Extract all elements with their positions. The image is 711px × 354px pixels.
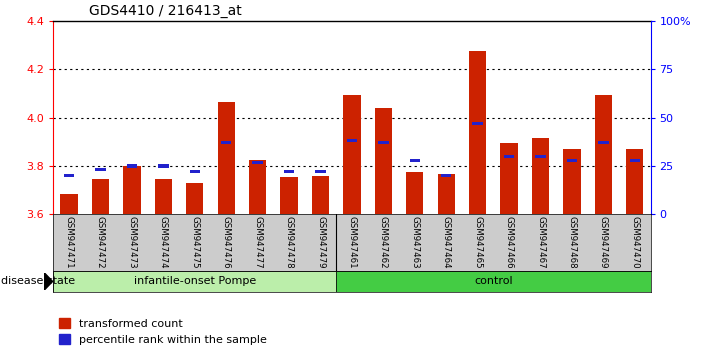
Bar (95, 168, 106, 171)
Bar (64, 174, 74, 177)
Bar (595, 95, 612, 214)
Bar (92, 179, 109, 214)
Bar (626, 149, 643, 214)
Text: GSM947478: GSM947478 (284, 216, 294, 268)
Bar (158, 164, 169, 167)
Bar (598, 141, 609, 144)
Bar (563, 149, 581, 214)
Bar (284, 170, 294, 173)
Bar (469, 51, 486, 214)
Bar (312, 176, 329, 214)
Polygon shape (44, 273, 53, 290)
Legend: transformed count, percentile rank within the sample: transformed count, percentile rank withi… (59, 319, 267, 345)
Text: infantile-onset Pompe: infantile-onset Pompe (134, 276, 256, 286)
Bar (218, 102, 235, 214)
Bar (343, 95, 360, 214)
Text: GSM947462: GSM947462 (379, 216, 388, 268)
Text: GSM947466: GSM947466 (505, 216, 513, 268)
Text: GSM947468: GSM947468 (567, 216, 577, 268)
Bar (567, 159, 577, 162)
Bar (252, 160, 263, 164)
Bar (155, 179, 172, 214)
Bar (186, 183, 203, 214)
Bar (504, 155, 514, 158)
Bar (336, 271, 651, 292)
Bar (315, 170, 326, 173)
Bar (441, 174, 451, 177)
Bar (221, 141, 231, 144)
Text: control: control (474, 276, 513, 286)
Text: GSM947469: GSM947469 (599, 216, 608, 268)
Bar (473, 122, 483, 125)
Text: disease state: disease state (1, 276, 75, 286)
Bar (410, 159, 420, 162)
Text: GSM947461: GSM947461 (348, 216, 356, 268)
Bar (406, 172, 424, 214)
Bar (347, 139, 357, 142)
Text: GSM947477: GSM947477 (253, 216, 262, 268)
Bar (123, 166, 141, 214)
Bar (532, 138, 549, 214)
Text: GSM947471: GSM947471 (65, 216, 73, 268)
Bar (375, 108, 392, 214)
Bar (190, 170, 200, 173)
Bar (501, 143, 518, 214)
Bar (127, 164, 137, 167)
Bar (535, 155, 546, 158)
Bar (437, 175, 455, 214)
Bar (249, 160, 267, 214)
Text: GSM947474: GSM947474 (159, 216, 168, 268)
Bar (378, 141, 389, 144)
Bar (60, 194, 77, 214)
Text: GSM947467: GSM947467 (536, 216, 545, 268)
Bar (53, 271, 336, 292)
Text: GSM947476: GSM947476 (222, 216, 230, 268)
Text: GDS4410 / 216413_at: GDS4410 / 216413_at (89, 4, 242, 18)
Text: GSM947475: GSM947475 (191, 216, 199, 268)
Bar (280, 177, 298, 214)
Text: GSM947465: GSM947465 (474, 216, 482, 268)
Bar (630, 159, 640, 162)
Text: GSM947472: GSM947472 (96, 216, 105, 268)
Text: GSM947479: GSM947479 (316, 216, 325, 268)
Text: GSM947463: GSM947463 (410, 216, 419, 268)
Text: GSM947470: GSM947470 (631, 216, 639, 268)
Text: GSM947464: GSM947464 (442, 216, 451, 268)
Text: GSM947473: GSM947473 (127, 216, 137, 268)
